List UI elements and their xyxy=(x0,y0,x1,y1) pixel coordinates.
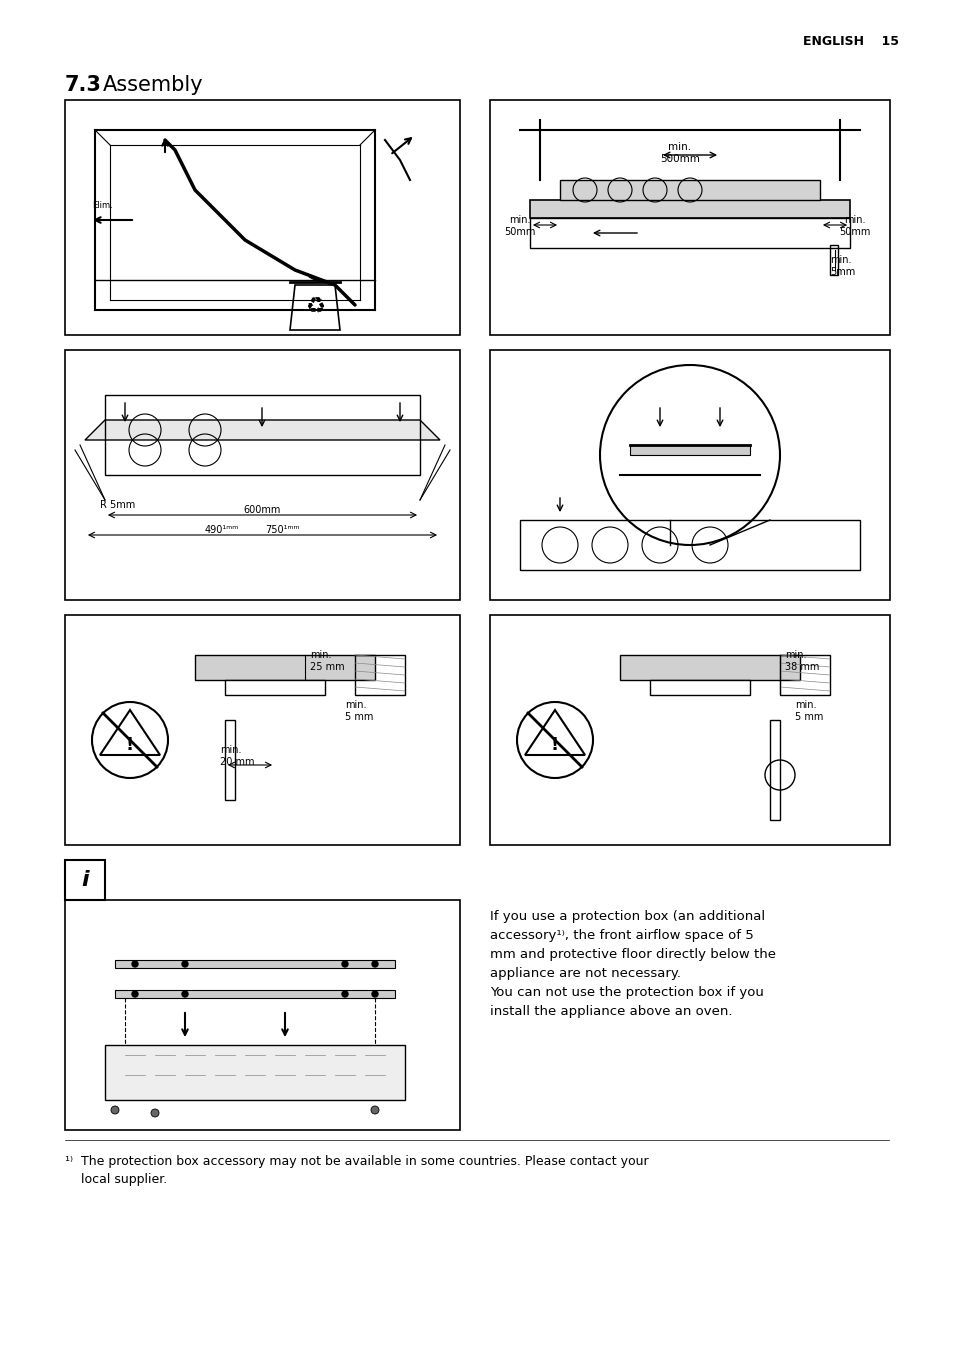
Text: min.
50mm: min. 50mm xyxy=(504,215,536,237)
Bar xyxy=(490,350,889,600)
Circle shape xyxy=(341,961,348,967)
Text: min.
20 mm: min. 20 mm xyxy=(220,745,254,767)
Text: 600mm: 600mm xyxy=(243,506,280,515)
Circle shape xyxy=(182,991,188,996)
Bar xyxy=(829,245,837,274)
Text: min.
5 mm: min. 5 mm xyxy=(345,700,373,722)
Bar xyxy=(629,445,749,456)
Bar xyxy=(769,721,780,821)
Text: ♻: ♻ xyxy=(305,297,325,316)
Circle shape xyxy=(182,961,188,967)
Bar xyxy=(115,960,395,968)
Polygon shape xyxy=(85,420,439,439)
Text: Elim.: Elim. xyxy=(91,201,112,210)
Circle shape xyxy=(372,961,377,967)
Text: min.
500mm: min. 500mm xyxy=(659,142,700,164)
Bar xyxy=(355,654,405,695)
Bar xyxy=(194,654,375,680)
Circle shape xyxy=(372,991,377,996)
Bar xyxy=(490,615,889,845)
Circle shape xyxy=(132,991,138,996)
Bar xyxy=(649,680,749,695)
Bar xyxy=(530,218,849,247)
Bar xyxy=(780,654,829,695)
Bar xyxy=(225,721,234,800)
Bar xyxy=(490,100,889,335)
Bar xyxy=(530,200,849,218)
Bar xyxy=(619,654,800,680)
Polygon shape xyxy=(290,285,339,330)
Bar xyxy=(105,1045,405,1101)
Text: min.
50mm: min. 50mm xyxy=(839,215,870,237)
Circle shape xyxy=(151,1109,159,1117)
Bar xyxy=(65,860,105,900)
Text: min.
5 mm: min. 5 mm xyxy=(794,700,822,722)
Text: min.
25 mm: min. 25 mm xyxy=(310,650,344,672)
Text: 750¹ᵐᵐ: 750¹ᵐᵐ xyxy=(265,525,299,535)
Text: !: ! xyxy=(126,735,134,754)
Text: min.
5mm: min. 5mm xyxy=(829,256,854,277)
Bar xyxy=(105,395,419,475)
Bar xyxy=(65,900,459,1130)
Text: R 5mm: R 5mm xyxy=(100,500,135,510)
Text: !: ! xyxy=(551,735,558,754)
Bar xyxy=(65,350,459,600)
Text: Assembly: Assembly xyxy=(103,74,203,95)
Text: i: i xyxy=(81,869,89,890)
Bar xyxy=(65,100,459,335)
Text: ¹⁾  The protection box accessory may not be available in some countries. Please : ¹⁾ The protection box accessory may not … xyxy=(65,1155,648,1186)
Bar xyxy=(65,615,459,845)
Bar xyxy=(115,990,395,998)
Circle shape xyxy=(111,1106,119,1114)
Bar xyxy=(225,680,325,695)
Text: 490¹ᵐᵐ: 490¹ᵐᵐ xyxy=(205,525,239,535)
Text: ENGLISH    15: ENGLISH 15 xyxy=(802,35,898,49)
Text: 7.3: 7.3 xyxy=(65,74,102,95)
Bar xyxy=(519,521,859,571)
Bar xyxy=(559,180,820,200)
Circle shape xyxy=(371,1106,378,1114)
Text: If you use a protection box (an additional
accessory¹⁾, the front airflow space : If you use a protection box (an addition… xyxy=(490,910,775,1018)
Text: min.
38 mm: min. 38 mm xyxy=(784,650,819,672)
Circle shape xyxy=(341,991,348,996)
Circle shape xyxy=(132,961,138,967)
